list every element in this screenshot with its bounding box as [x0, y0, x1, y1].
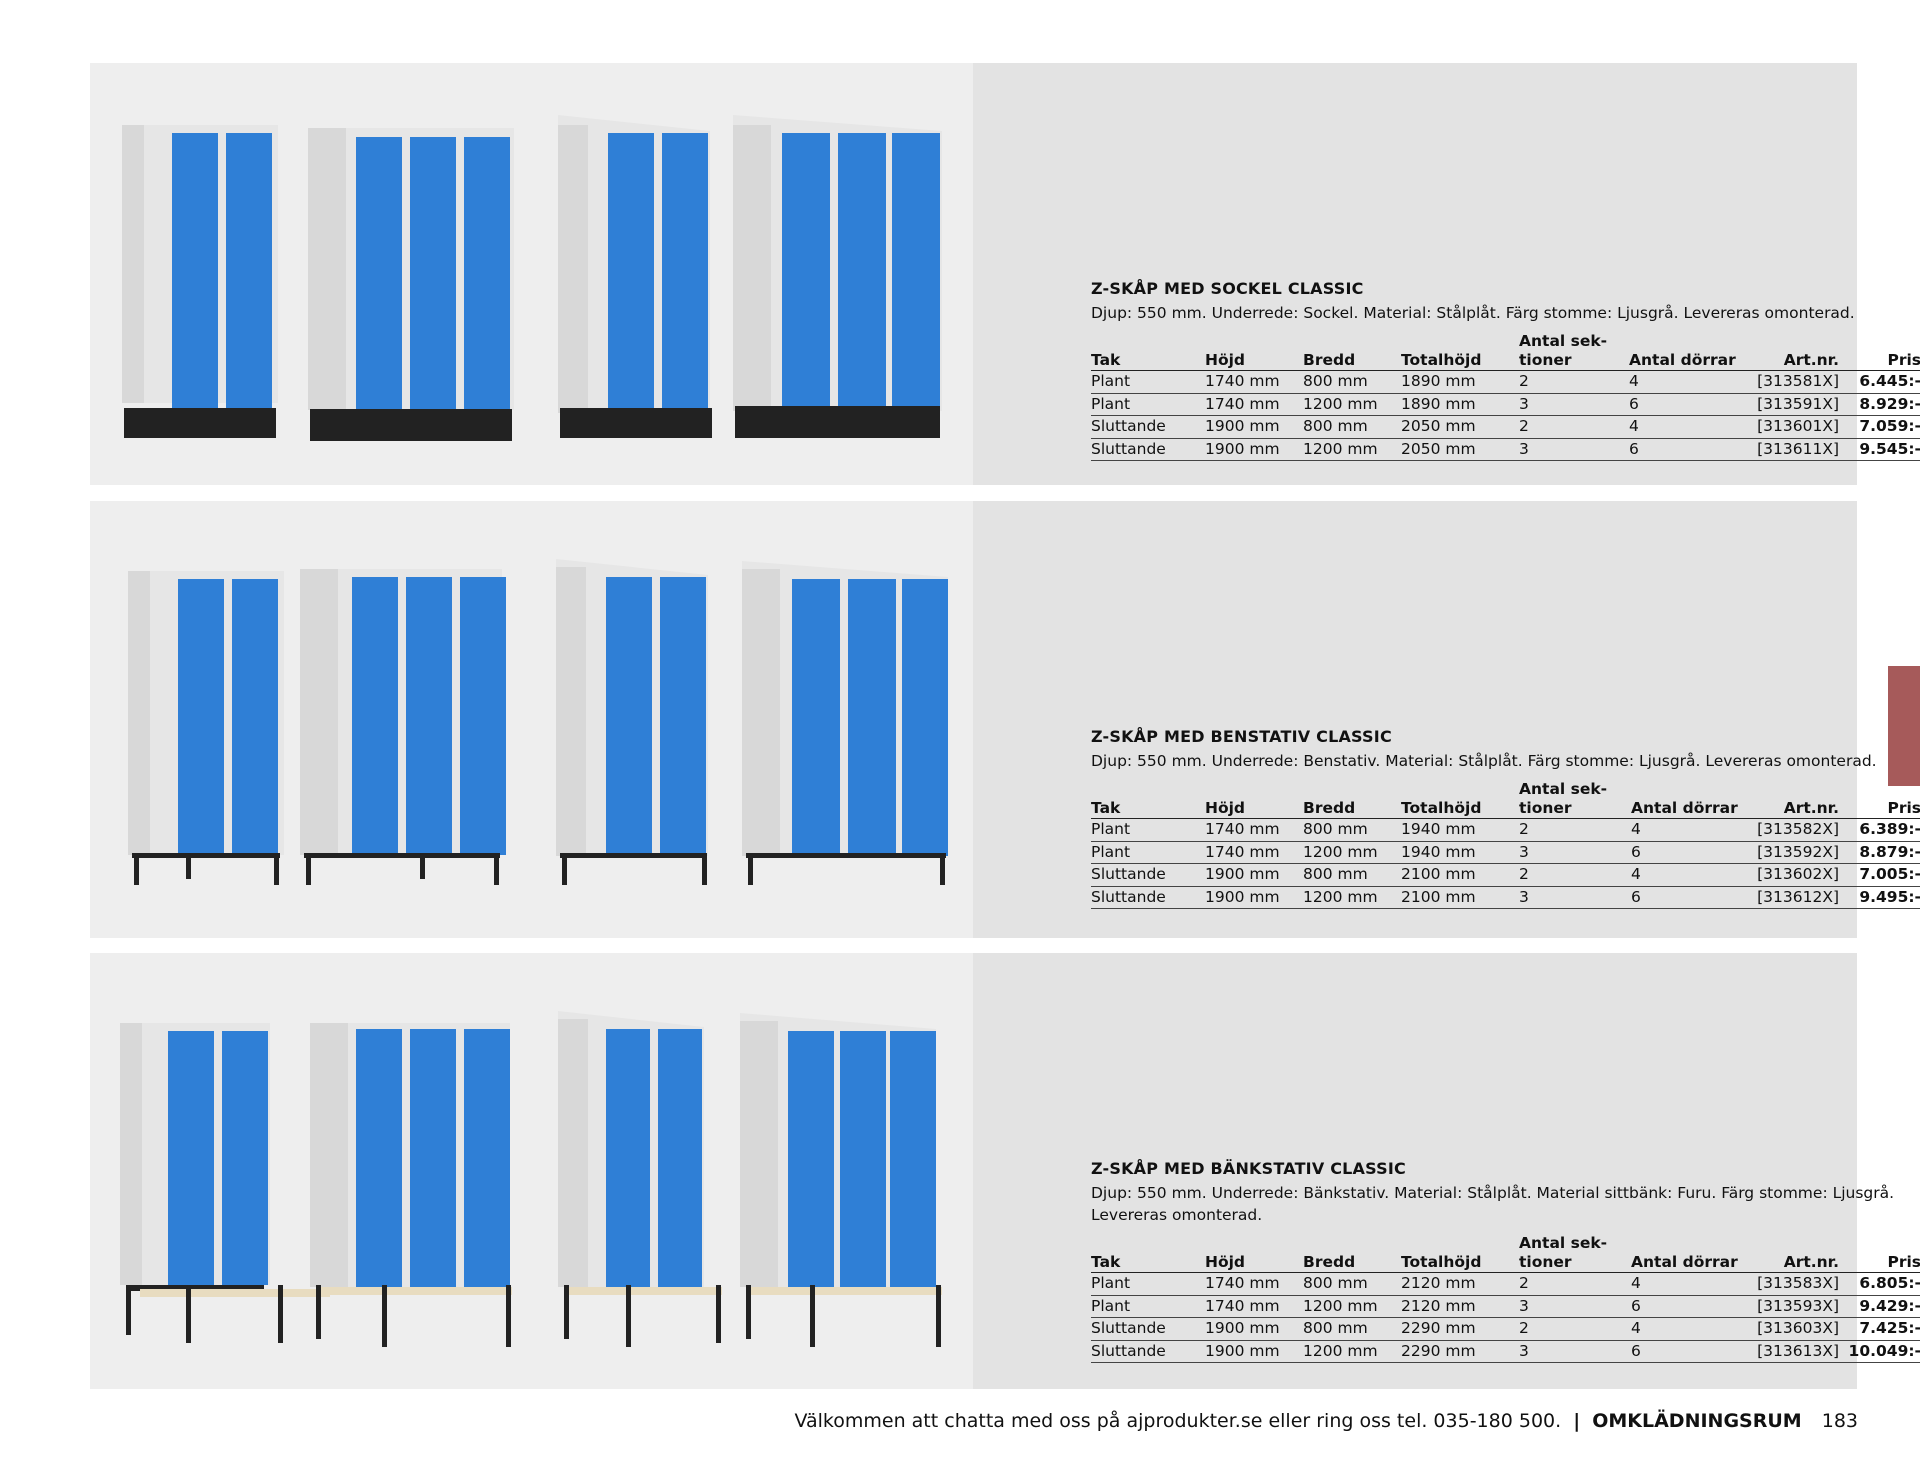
product-description: Djup: 550 mm. Underrede: Bänkstativ. Mat… [1091, 1184, 1895, 1224]
table-header-row: Tak Höjd Bredd Totalhöjd Antal sek- tioner An… [1091, 332, 1920, 371]
product-photo-benstativ [90, 501, 973, 938]
price-table: Tak Höjd Bredd Totalhöjd Antal sek- tioner An… [1091, 1234, 1920, 1363]
table-row: Sluttande 1900 mm 1200 mm 2290 mm 3 6 [313613X… [1091, 1340, 1920, 1363]
table-row: Sluttande 1900 mm 800 mm 2100 mm 2 4 [313602X]… [1091, 863, 1920, 887]
table-row: Plant 1740 mm 1200 mm 2120 mm 3 6 [313593X] 9.4… [1091, 1295, 1920, 1318]
product-photo-sockel [90, 63, 973, 485]
product-info-benstativ: Z-SKÅP MED BENSTATIV CLASSIC Djup: 550 m… [1091, 727, 1920, 909]
product-section-sockel: Z-SKÅP MED SOCKEL CLASSIC Djup: 550 mm. … [90, 63, 1920, 485]
product-section-benstativ: Z-SKÅP MED BENSTATIV CLASSIC Djup: 550 m… [90, 501, 1920, 938]
product-title: Z-SKÅP MED SOCKEL CLASSIC [1091, 279, 1364, 298]
page-number: 183 [1821, 1410, 1858, 1432]
table-row: Sluttande 1900 mm 1200 mm 2050 mm 3 6 [313611X… [1091, 438, 1920, 461]
table-row: Plant 1740 mm 800 mm 1890 mm 2 4 [313581X] 6.44… [1091, 370, 1920, 394]
table-header-row: Tak Höjd Bredd Totalhöjd Antal sek- tioner An… [1091, 780, 1920, 819]
product-info-bankstativ: Z-SKÅP MED BÄNKSTATIV CLASSIC Djup: 550 … [1091, 1159, 1920, 1363]
footer-section-name: OMKLÄDNINGSRUM [1592, 1410, 1802, 1432]
price-table: Tak Höjd Bredd Totalhöjd Antal sek- tioner An… [1091, 780, 1920, 909]
footer-separator: | [1573, 1410, 1581, 1432]
table-row: Plant 1740 mm 1200 mm 1890 mm 3 6 [313591X] 8.9… [1091, 393, 1920, 416]
product-photo-bankstativ [90, 953, 973, 1389]
footer-contact-text: Välkommen att chatta med oss på ajproduk… [794, 1410, 1562, 1432]
locker-illustration-benstativ [128, 559, 948, 885]
table-row: Plant 1740 mm 800 mm 2120 mm 2 4 [313583X] 6.80… [1091, 1272, 1920, 1296]
table-row: Plant 1740 mm 1200 mm 1940 mm 3 6 [313592X] 8.8… [1091, 841, 1920, 864]
product-section-bankstativ: Z-SKÅP MED BÄNKSTATIV CLASSIC Djup: 550 … [90, 953, 1920, 1389]
table-row: Sluttande 1900 mm 800 mm 2050 mm 2 4 [313601X]… [1091, 415, 1920, 439]
locker-illustration-bankstativ [120, 1011, 942, 1347]
price-table: Tak Höjd Bredd Totalhöjd Antal sek- tioner An… [1091, 332, 1920, 461]
locker-illustration-sockel [122, 115, 942, 441]
section-tab-marker [1888, 666, 1920, 786]
product-description: Djup: 550 mm. Underrede: Sockel. Materia… [1091, 304, 1855, 322]
product-info-sockel: Z-SKÅP MED SOCKEL CLASSIC Djup: 550 mm. … [1091, 279, 1920, 461]
page-footer: Välkommen att chatta med oss på ajproduk… [794, 1410, 1858, 1432]
product-title: Z-SKÅP MED BÄNKSTATIV CLASSIC [1091, 1159, 1406, 1178]
table-row: Plant 1740 mm 800 mm 1940 mm 2 4 [313582X] 6.38… [1091, 818, 1920, 842]
product-title: Z-SKÅP MED BENSTATIV CLASSIC [1091, 727, 1392, 746]
table-header-row: Tak Höjd Bredd Totalhöjd Antal sek- tioner An… [1091, 1234, 1920, 1273]
product-description: Djup: 550 mm. Underrede: Benstativ. Mate… [1091, 752, 1877, 770]
table-row: Sluttande 1900 mm 800 mm 2290 mm 2 4 [313603X]… [1091, 1317, 1920, 1341]
table-row: Sluttande 1900 mm 1200 mm 2100 mm 3 6 [313612X… [1091, 886, 1920, 909]
